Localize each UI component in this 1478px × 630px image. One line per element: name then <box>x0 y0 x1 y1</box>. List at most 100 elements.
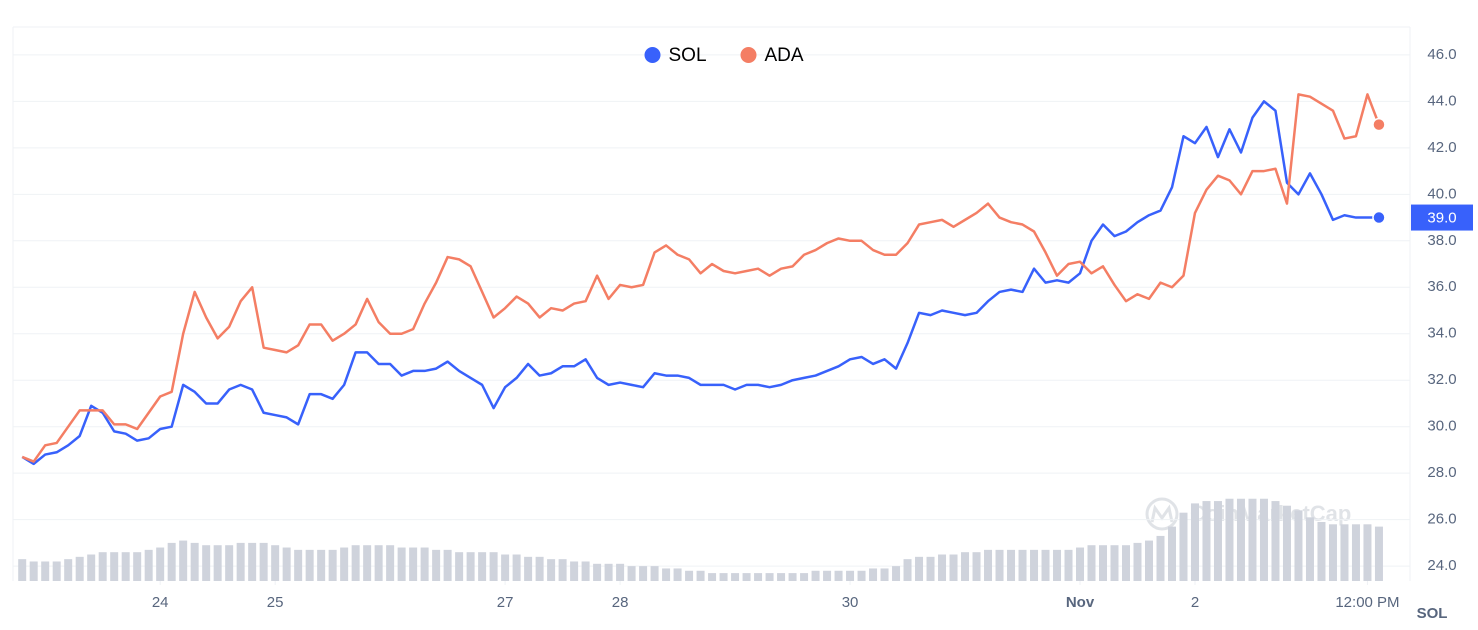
volume-bar <box>1213 501 1222 581</box>
volume-bar <box>29 561 38 581</box>
volume-bar <box>535 556 544 581</box>
volume-bar <box>271 545 280 581</box>
volume-bar <box>512 554 521 581</box>
volume-bar <box>754 573 763 581</box>
series-line <box>21 93 1381 463</box>
volume-bar <box>1202 501 1211 581</box>
volume-bar <box>41 561 50 581</box>
volume-bar <box>1167 526 1176 581</box>
x-tick-label: 28 <box>612 594 629 611</box>
volume-bar <box>121 552 130 581</box>
volume-bar <box>1144 540 1153 581</box>
volume-bar <box>639 566 648 581</box>
volume-bar <box>1282 505 1291 581</box>
volume-bar <box>1179 512 1188 581</box>
volume-bar <box>225 545 234 581</box>
volume-bar <box>788 573 797 581</box>
y-tick-label: 38.0 <box>1427 232 1456 249</box>
volume-bars <box>18 498 1383 581</box>
volume-bar <box>1076 547 1085 581</box>
volume-bar <box>1156 535 1165 581</box>
volume-bar <box>420 547 429 581</box>
volume-bar <box>363 545 372 581</box>
volume-bar <box>386 545 395 581</box>
watermark-logo <box>1145 497 1179 531</box>
volume-bar <box>432 549 441 581</box>
volume-bar <box>938 554 947 581</box>
volume-bar <box>846 570 855 581</box>
volume-bar <box>156 547 165 581</box>
volume-bar <box>558 559 567 581</box>
volume-bar <box>455 552 464 581</box>
volume-bar <box>133 552 142 581</box>
y-tick-label: 44.0 <box>1427 92 1456 109</box>
volume-bar <box>397 547 406 581</box>
volume-bar <box>616 563 625 581</box>
volume-bar <box>604 563 613 581</box>
volume-bar <box>478 552 487 581</box>
legend-label: SOL <box>669 45 707 66</box>
volume-bar <box>524 556 533 581</box>
volume-bar <box>52 561 61 581</box>
volume-bar <box>627 566 636 581</box>
y-tick-label: 42.0 <box>1427 139 1456 156</box>
volume-bar <box>282 547 291 581</box>
volume-bar <box>1087 545 1096 581</box>
volume-bar <box>1030 549 1039 581</box>
volume-bar <box>995 549 1004 581</box>
volume-bar <box>87 554 96 581</box>
volume-bar <box>409 547 418 581</box>
volume-bar <box>926 556 935 581</box>
volume-bar <box>880 568 889 581</box>
volume-bar <box>811 570 820 581</box>
legend-label: ADA <box>765 45 804 66</box>
volume-bar <box>18 559 27 581</box>
volume-bar <box>190 542 199 581</box>
volume-bar <box>961 552 970 581</box>
volume-bar <box>673 568 682 581</box>
volume-bar <box>328 549 337 581</box>
volume-bar <box>1236 498 1245 581</box>
volume-bar <box>719 573 728 581</box>
volume-bar <box>593 563 602 581</box>
y-tick-label: 32.0 <box>1427 371 1456 388</box>
volume-bar <box>547 559 556 581</box>
volume-bar <box>1294 510 1303 581</box>
volume-bar <box>1259 498 1268 581</box>
volume-bar <box>903 559 912 581</box>
volume-bar <box>248 542 257 581</box>
volume-bar <box>834 570 843 581</box>
x-tick-label: 12:00 PM <box>1335 594 1399 611</box>
last-point <box>1372 210 1386 225</box>
x-tick-label: 24 <box>152 594 169 611</box>
volume-bar <box>823 570 832 581</box>
volume-bar <box>305 549 314 581</box>
volume-bar <box>972 552 981 581</box>
last-value-box <box>1411 204 1473 231</box>
volume-bar <box>1041 549 1050 581</box>
volume-bar <box>1305 517 1314 581</box>
y-axis-label: SOL <box>1417 605 1448 622</box>
volume-bar <box>869 568 878 581</box>
volume-bar <box>915 556 924 581</box>
volume-bar <box>742 573 751 581</box>
volume-bar <box>1317 521 1326 581</box>
legend-marker <box>740 47 757 63</box>
y-tick-label: 36.0 <box>1427 278 1456 295</box>
volume-bar <box>1271 501 1280 581</box>
volume-bar <box>167 542 176 581</box>
volume-bar <box>340 547 349 581</box>
volume-bar <box>259 542 268 581</box>
series-line <box>21 100 1379 466</box>
volume-bar <box>489 552 498 581</box>
volume-bar <box>765 573 774 581</box>
volume-bar <box>1248 498 1257 581</box>
volume-bar <box>294 549 303 581</box>
legend-marker <box>644 47 661 63</box>
volume-bar <box>949 554 958 581</box>
x-tick-label: 2 <box>1191 594 1199 611</box>
volume-bar <box>213 545 222 581</box>
volume-bar <box>351 545 360 581</box>
volume-bar <box>64 559 73 581</box>
